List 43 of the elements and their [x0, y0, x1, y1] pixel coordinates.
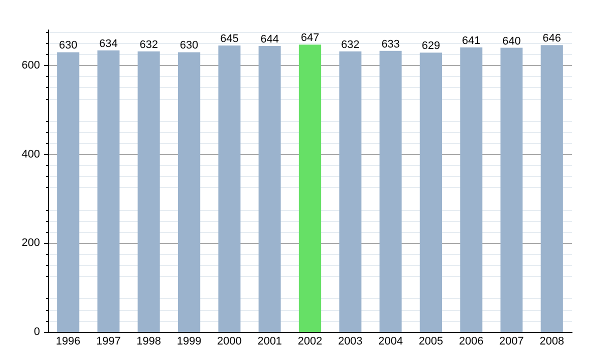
y-tick-label: 200 [22, 237, 40, 250]
x-tick-label: 1996 [56, 336, 80, 348]
x-tick-label: 2005 [418, 336, 444, 348]
bar [57, 52, 80, 332]
data-label: 644 [260, 33, 279, 46]
y-tick-label: 0 [34, 326, 40, 338]
bar [460, 47, 482, 332]
x-tick-label: 2003 [338, 336, 363, 348]
y-tick-label: 400 [22, 148, 40, 160]
bar [97, 50, 120, 332]
data-label: 632 [341, 38, 360, 51]
data-label: 646 [542, 32, 562, 45]
bar [138, 51, 160, 332]
data-label: 645 [220, 33, 239, 46]
bar [258, 46, 281, 332]
x-tick-label: 1997 [96, 336, 121, 348]
x-tick-label: 2007 [499, 336, 524, 348]
x-tick-label: 2008 [540, 336, 564, 348]
bar [420, 52, 442, 332]
data-label: 633 [381, 38, 400, 50]
bar [380, 50, 402, 332]
data-label: 629 [422, 40, 440, 52]
bar [540, 45, 563, 332]
x-tick-label: 2006 [458, 336, 484, 348]
x-tick-label: 2001 [257, 336, 282, 348]
bar [178, 52, 200, 332]
bar [298, 44, 322, 332]
bar [339, 51, 362, 332]
bar [500, 48, 523, 332]
x-tick-label: 1998 [136, 336, 162, 348]
data-label: 634 [99, 38, 118, 50]
data-label: 632 [140, 38, 158, 51]
x-tick-label: 2002 [298, 336, 322, 348]
data-label: 640 [502, 35, 521, 48]
x-tick-label: 2004 [378, 336, 403, 348]
x-tick-label: 1999 [176, 336, 202, 348]
data-label: 630 [58, 40, 78, 52]
data-label: 630 [180, 40, 198, 52]
data-label: 647 [300, 32, 320, 44]
data-label: 641 [462, 34, 480, 47]
x-tick-label: 2000 [217, 336, 242, 348]
bar [218, 46, 240, 332]
y-tick-label: 600 [22, 60, 40, 72]
